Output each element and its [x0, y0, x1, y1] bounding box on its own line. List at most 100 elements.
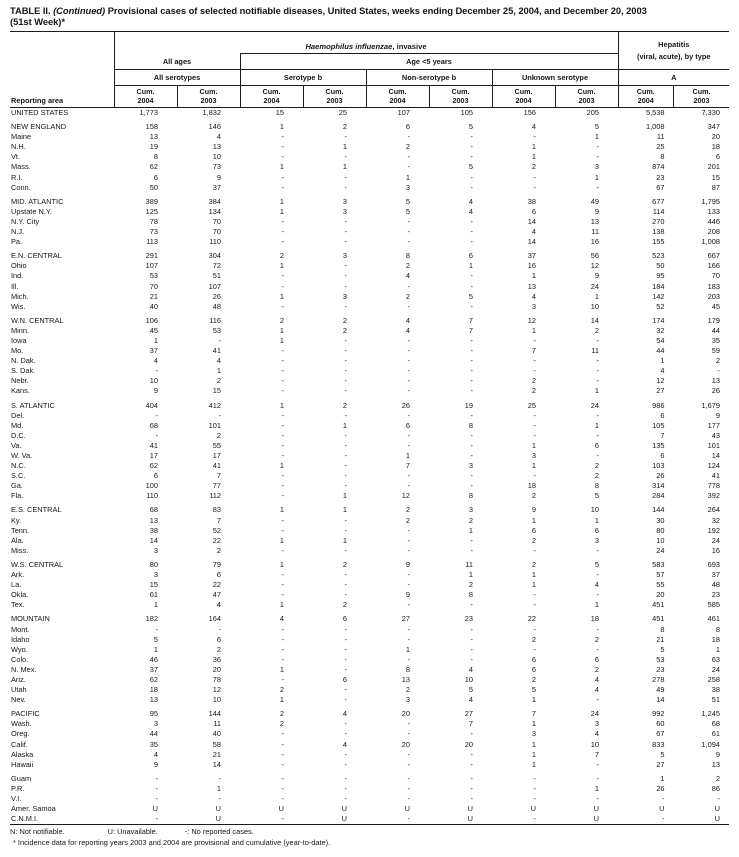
value-cell: 11 [465, 559, 473, 569]
value-cell: - [155, 624, 158, 634]
value-cell: 5,538 [646, 108, 665, 117]
value-cell: 6 [405, 122, 410, 132]
value-cell: 1 [342, 420, 347, 430]
value-cell: 44 [656, 346, 665, 356]
value-cell: 1,008 [701, 237, 721, 247]
value-cell: 1 [279, 206, 284, 216]
value-cell: - [281, 545, 284, 555]
table-row: Mont. - - - - - - - - 8 8 [10, 625, 729, 635]
table-row: Va. 41 55 - - - - 1 6 135 101 [10, 441, 729, 451]
value-cell: 10 [212, 152, 221, 162]
value-cell: - [281, 410, 284, 420]
reporting-area-cell: C.N.M.I. [11, 814, 39, 824]
reporting-area-cell: V.I. [11, 794, 22, 803]
value-cell: 62 [149, 674, 158, 684]
value-cell: - [281, 491, 284, 501]
value-cell: U [659, 804, 665, 814]
value-cell: - [281, 451, 284, 460]
reporting-area-cell: Wash. [11, 719, 32, 729]
value-cell: - [533, 356, 536, 366]
table-row: Conn. 50 37 - - 3 - - - 67 87 [10, 183, 729, 193]
reporting-area-cell: Ga. [11, 481, 23, 491]
table-row: Ind. 53 51 - - 4 - 1 9 95 70 [10, 271, 729, 281]
value-cell: 833 [652, 739, 665, 749]
value-cell: 5 [594, 122, 599, 132]
value-cell: - [281, 271, 284, 281]
value-cell: 992 [652, 709, 665, 719]
value-cell: 4 [594, 685, 599, 695]
value-cell: 1 [153, 600, 158, 610]
value-cell: 27 [656, 759, 665, 769]
value-cell: - [407, 624, 410, 634]
table-row: Ark. 3 6 - - - 1 1 - 57 37 [10, 570, 729, 580]
table-row: Colo. 46 36 - - - - 6 6 53 63 [10, 655, 729, 665]
table-row: Kans. 9 15 - - - - 2 1 27 26 [10, 386, 729, 396]
value-cell: 2 [594, 325, 599, 335]
value-cell: 1 [342, 535, 347, 545]
value-cell: - [155, 794, 158, 803]
value-cell: 17 [212, 451, 221, 460]
reporting-area-cell: Tenn. [11, 525, 30, 535]
table-row: Okla. 61 47 - - 9 8 - - 20 23 [10, 590, 729, 600]
reporting-area-cell: PACIFIC [11, 709, 40, 719]
all-ages-header: All ages [114, 53, 240, 70]
value-cell: 7 [531, 709, 536, 719]
value-cell: 461 [707, 614, 720, 624]
value-cell: - [533, 410, 536, 420]
value-cell: 62 [149, 461, 158, 471]
value-cell: - [281, 580, 284, 590]
value-cell: 4 [342, 739, 347, 749]
value-cell: - [344, 301, 347, 311]
value-cell: - [596, 335, 599, 345]
value-cell: 25 [338, 108, 347, 117]
value-cell: - [470, 773, 473, 783]
table-row: Nev. 13 10 1 - 3 4 1 - 14 51 [10, 695, 729, 705]
value-cell: 13 [149, 515, 158, 525]
value-cell: 45 [711, 301, 720, 311]
table-title-line2: (51st Week)* [10, 16, 65, 27]
value-cell: 389 [145, 196, 158, 206]
value-cell: 3 [405, 182, 410, 192]
value-cell: 264 [707, 505, 720, 515]
table-row: Wis. 40 48 - - - - 3 10 52 45 [10, 302, 729, 312]
value-cell: 6 [660, 410, 665, 420]
reporting-area-cell: Ariz. [11, 674, 26, 684]
value-cell: - [281, 525, 284, 535]
cum-year-header: Cum. 2004 [113, 85, 177, 108]
value-cell: - [470, 471, 473, 481]
value-cell: - [470, 535, 473, 545]
value-cell: 4 [153, 356, 158, 366]
value-cell: 8 [468, 590, 473, 600]
value-cell: - [596, 794, 599, 803]
value-cell: 15 [275, 108, 284, 117]
value-cell: - [344, 227, 347, 237]
value-cell: 24 [711, 535, 720, 545]
value-cell: 4 [531, 227, 536, 237]
table-row: W.S. CENTRAL 80 79 1 2 9 11 2 5 583 693 [10, 556, 729, 570]
value-cell: 2 [405, 261, 410, 271]
value-cell: - [281, 386, 284, 396]
reporting-area-cell: Utah [11, 685, 27, 695]
value-cell: - [533, 644, 536, 654]
value-cell: - [344, 545, 347, 555]
value-cell: 3 [594, 535, 599, 545]
value-cell: - [407, 152, 410, 162]
value-cell: 1 [279, 695, 284, 705]
value-cell: - [407, 719, 410, 729]
value-cell: 4 [468, 664, 473, 674]
value-cell: 1 [531, 461, 536, 471]
value-cell: 183 [707, 281, 720, 291]
value-cell: 13 [149, 132, 158, 142]
value-cell: 47 [212, 590, 221, 600]
value-cell: 13 [401, 674, 410, 684]
value-cell: 451 [652, 600, 665, 610]
value-cell: - [470, 440, 473, 450]
value-cell: 15 [212, 386, 221, 396]
value-cell: 1 [531, 749, 536, 759]
value-cell: 6 [531, 206, 536, 216]
value-cell: 3 [468, 461, 473, 471]
value-cell: 1 [594, 783, 599, 793]
hepatitis-header-line2: (viral, acute), by type [636, 51, 711, 61]
value-cell: 107 [397, 108, 410, 117]
value-cell: 583 [652, 559, 665, 569]
